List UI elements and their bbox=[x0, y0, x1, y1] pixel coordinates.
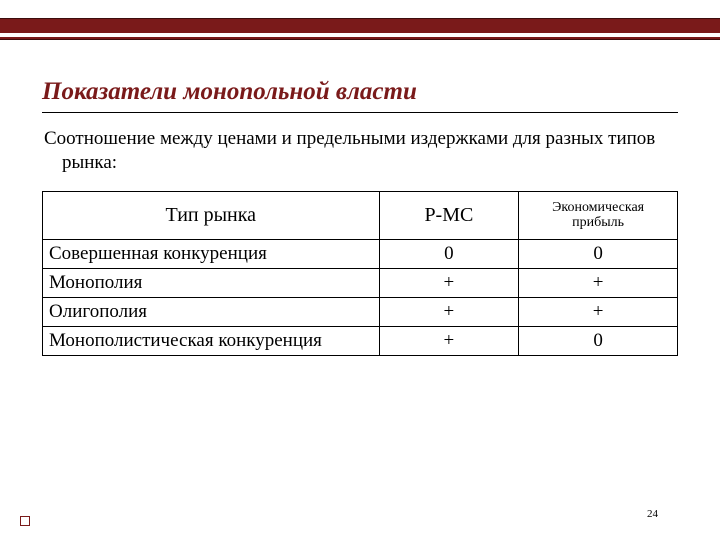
cell-market-type: Олигополия bbox=[43, 297, 380, 326]
cell-pmc: + bbox=[379, 326, 519, 355]
cell-profit: + bbox=[519, 297, 678, 326]
cell-profit: + bbox=[519, 268, 678, 297]
cell-market-type: Монополистическая конкуренция bbox=[43, 326, 380, 355]
col-header-pmc: P-MC bbox=[379, 191, 519, 239]
slide-content: Показатели монопольной власти Соотношени… bbox=[42, 78, 678, 356]
cell-pmc: + bbox=[379, 268, 519, 297]
table-row: Олигополия + + bbox=[43, 297, 678, 326]
market-table: Тип рынка P-MC Экономическая прибыль Сов… bbox=[42, 191, 678, 356]
cell-market-type: Монополия bbox=[43, 268, 380, 297]
table-header-row: Тип рынка P-MC Экономическая прибыль bbox=[43, 191, 678, 239]
table-row: Монополия + + bbox=[43, 268, 678, 297]
col-header-profit: Экономическая прибыль bbox=[519, 191, 678, 239]
slide-subtitle: Соотношение между ценами и предельными и… bbox=[60, 127, 678, 175]
cell-market-type: Совершенная конкуренция bbox=[43, 239, 380, 268]
cell-profit: 0 bbox=[519, 326, 678, 355]
col-header-market-type: Тип рынка bbox=[43, 191, 380, 239]
page-number: 24 bbox=[647, 508, 658, 520]
table-row: Монополистическая конкуренция + 0 bbox=[43, 326, 678, 355]
cell-pmc: + bbox=[379, 297, 519, 326]
cell-pmc: 0 bbox=[379, 239, 519, 268]
decorative-band-inner bbox=[0, 32, 720, 38]
table-row: Совершенная конкуренция 0 0 bbox=[43, 239, 678, 268]
corner-square-icon bbox=[20, 516, 30, 526]
slide-title: Показатели монопольной власти bbox=[42, 78, 678, 113]
cell-profit: 0 bbox=[519, 239, 678, 268]
